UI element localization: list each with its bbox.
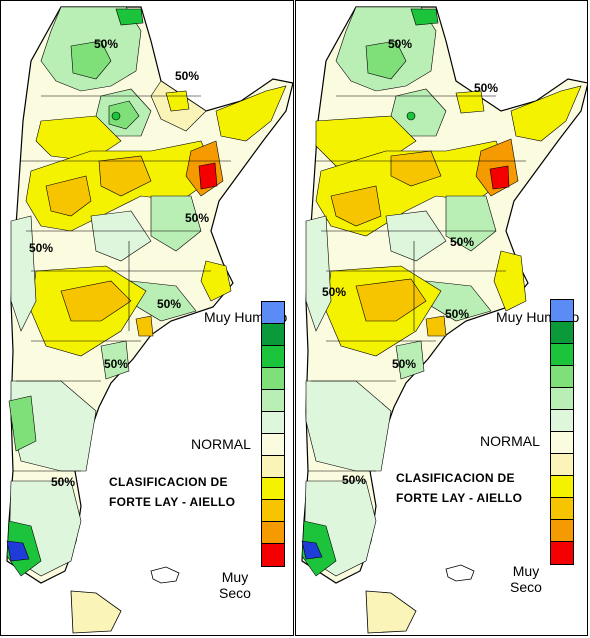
- region-south-green: [301, 520, 337, 577]
- region-mid-green: [385, 210, 447, 262]
- legend-label-very-dry: Muy Seco: [219, 569, 251, 601]
- legend-swatch-humedo-2: [551, 344, 573, 366]
- region-orange-center2: [390, 150, 442, 187]
- region-nw-green2: [365, 40, 407, 80]
- contour-label-50: 50%: [157, 297, 182, 311]
- contour-label-50: 50%: [450, 235, 475, 249]
- region-top-green: [115, 8, 144, 26]
- region-west-green: [305, 215, 332, 332]
- contour-label-50: 50%: [94, 37, 119, 51]
- region-red-ne: [489, 165, 510, 190]
- province-lines: [13, 95, 231, 472]
- legend-swatch-muy-humedo: [262, 302, 284, 324]
- legend-swatch-humedo-2: [262, 346, 284, 368]
- region-south-blue: [301, 540, 323, 560]
- region-nw-green2: [70, 40, 112, 80]
- legend-swatch-seco-3: [262, 522, 284, 544]
- region-orange-center2: [98, 155, 152, 197]
- region-yellow-east: [493, 250, 527, 312]
- tierra-del-fuego: [365, 590, 417, 634]
- legend-swatch-seco-2: [262, 500, 284, 522]
- contour-label-50: 50%: [185, 211, 210, 225]
- map-panel-left: 50% 50% 50% 50% 50% 50% 50% Muy Humedo N…: [0, 0, 294, 636]
- contour-label-50: 50%: [474, 81, 499, 95]
- region-orange-center: [45, 175, 92, 217]
- region-top-green: [410, 8, 439, 26]
- legend-swatch-leve-humedo: [262, 390, 284, 412]
- legend-swatch-muy-seco: [551, 542, 573, 564]
- region-red-ne: [198, 162, 218, 190]
- legend-swatch-leve-seco: [262, 456, 284, 478]
- region-orange-center: [330, 185, 382, 227]
- region-west-green: [10, 215, 37, 332]
- argentina-map-right: [301, 6, 587, 634]
- region-patagonia-green2: [8, 395, 37, 452]
- region-yellow-spot: [455, 90, 485, 114]
- legend-swatch-leve-seco: [551, 454, 573, 476]
- color-legend: [261, 301, 285, 567]
- contour-label-50: 50%: [445, 307, 470, 321]
- legend-swatch-leve-humedo: [551, 388, 573, 410]
- region-mid-green: [90, 210, 152, 262]
- color-legend: [550, 299, 574, 565]
- contour-label-50: 50%: [104, 357, 129, 371]
- classification-line-2: FORTE LAY - AIELLO: [109, 495, 236, 509]
- contour-label-50: 50%: [388, 37, 413, 51]
- legend-swatch-humedo-1: [262, 368, 284, 390]
- malvinas-islands: [150, 566, 180, 584]
- region-green-coast: [395, 340, 425, 380]
- legend-swatch-normal-humedo: [551, 410, 573, 432]
- legend-swatch-seco-1: [551, 476, 573, 498]
- legend-swatch-humedo-1: [551, 366, 573, 388]
- region-mid-green2: [150, 195, 202, 252]
- legend-swatch-seco-2: [551, 498, 573, 520]
- contour-label-50: 50%: [51, 475, 76, 489]
- classification-line-1: CLASIFICACION DE: [396, 471, 515, 485]
- legend-swatch-seco-1: [262, 478, 284, 500]
- legend-label-normal: NORMAL: [480, 433, 540, 449]
- argentina-map-left: [6, 6, 293, 634]
- spot-green: [111, 111, 121, 121]
- contour-label-50: 50%: [175, 69, 200, 83]
- region-yellow-ne: [510, 85, 582, 142]
- legend-swatch-normal-humedo: [262, 412, 284, 434]
- region-center-green2: [108, 100, 140, 130]
- legend-swatch-normal: [551, 432, 573, 454]
- legend-swatch-humedo-3: [262, 324, 284, 346]
- region-orange-small: [425, 315, 447, 337]
- legend-swatch-muy-seco: [262, 544, 284, 566]
- contour-label-50: 50%: [342, 473, 367, 487]
- region-orange-south: [355, 278, 427, 322]
- province-lines: [308, 95, 526, 472]
- contour-label-50: 50%: [29, 241, 54, 255]
- region-orange-small: [135, 315, 154, 337]
- contour-label-50: 50%: [322, 285, 347, 299]
- region-south-blue: [6, 540, 30, 562]
- legend-swatch-normal: [262, 434, 284, 456]
- region-orange-south: [60, 280, 132, 322]
- map-panel-right: 50% 50% 50% 50% 50% 50% 50% Muy Humedo N…: [295, 0, 588, 636]
- region-yellow-ne: [215, 85, 287, 142]
- region-green-coast: [100, 340, 130, 380]
- classification-line-2: FORTE LAY - AIELLO: [396, 491, 523, 505]
- tierra-del-fuego: [70, 590, 122, 634]
- classification-line-1: CLASIFICACION DE: [109, 475, 228, 489]
- legend-label-normal: NORMAL: [191, 436, 251, 452]
- legend-swatch-seco-3: [551, 520, 573, 542]
- legend-swatch-muy-humedo: [551, 300, 573, 322]
- contour-label-50: 50%: [392, 357, 417, 371]
- spot-green: [406, 111, 416, 121]
- region-mid-green2: [445, 195, 497, 252]
- malvinas-islands: [445, 564, 475, 582]
- legend-label-very-dry: Muy Seco: [510, 563, 542, 595]
- legend-swatch-humedo-3: [551, 322, 573, 344]
